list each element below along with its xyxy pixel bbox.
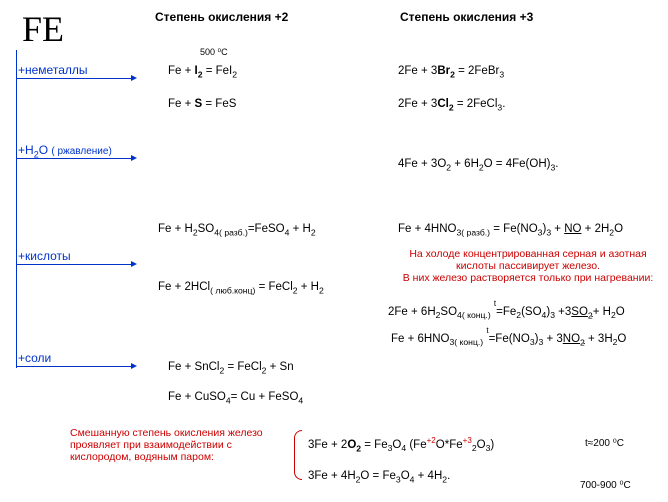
header-ox3: Степень окисления +3 [400, 10, 533, 24]
condition-500c: 500 ⁰С [200, 47, 228, 58]
note-line3: В них железо растворяется только при наг… [398, 272, 658, 284]
cat-label: +неметаллы [18, 63, 88, 77]
eq-fecl3: 2Fe + 3Cl2 = 2FeCl3. [398, 98, 505, 112]
note-passivation: На холоде концентрированная серная и азо… [398, 248, 658, 284]
cat-sub: ( ржавление) [51, 146, 111, 157]
note-line2: кислоты пассивирует железо. [398, 260, 658, 272]
eq-feno3-conc: Fe + 6HNO3( конц.) t=Fe(NO3)3 + 3NO2 + 3… [391, 330, 626, 347]
header-ox2: Степень окисления +2 [155, 10, 288, 24]
eq-feoh3: 4Fe + 3O2 + 6H2O = 4Fe(OH)3. [398, 158, 558, 172]
note2-line3: кислородом, водяным паром: [70, 451, 263, 463]
eq-feno3-dil: Fe + 4HNO3( разб.) = Fe(NO3)3 + NO + 2H2… [398, 223, 623, 237]
eq-fe2so4-conc: 2Fe + 6H2SO4( конц.) t=Fe2(SO4)3 +3SO2+ … [388, 303, 625, 320]
category-water: +H2O ( ржавление) [18, 143, 112, 159]
eq-feso4: Fe + H2SO4( разб.)=FeSO4 + H2 [158, 223, 316, 237]
cat-label: +кислоты [18, 249, 71, 263]
temp-700-900c: 700-900 ⁰С [580, 480, 631, 491]
eq-febr3: 2Fe + 3Br2 = 2FeBr3 [398, 65, 504, 79]
eq-fecl2: Fe + 2HCl( люб.конц) = FeCl2 + H2 [158, 281, 324, 295]
arrow-nonmetals [16, 78, 132, 79]
note2-line2: проявляет при взаимодействии с [70, 439, 263, 451]
eq-fei2: Fe + I2 = FeI2 [168, 65, 237, 79]
curly-bracket [294, 430, 302, 480]
temp-200c: t≈200 ⁰С [585, 438, 624, 449]
eq-sncl2: Fe + SnCl2 = FeCl2 + Sn [168, 361, 294, 375]
eq-fe3o4-o2: 3Fe + 2O2 = Fe3O4 (Fe+2O*Fe+32O3) [308, 436, 494, 453]
eq-cuso4: Fe + CuSO4= Cu + FeSO4 [168, 391, 303, 405]
arrow-salts [16, 366, 132, 367]
eq-fes: Fe + S = FeS [168, 98, 236, 110]
note-mixed-oxidation: Смешанную степень окисления железо прояв… [70, 427, 263, 463]
cat-label: +соли [18, 351, 51, 365]
arrow-vertical [16, 50, 17, 368]
category-nonmetals: +неметаллы [18, 63, 88, 77]
note-line1: На холоде концентрированная серная и азо… [398, 248, 658, 260]
note2-line1: Смешанную степень окисления железо [70, 427, 263, 439]
eq-fe3o4-h2o: 3Fe + 4H2O = Fe3O4 + 4H2. [308, 470, 450, 484]
element-title: FE [22, 8, 64, 50]
category-salts: +соли [18, 351, 51, 365]
arrow-acids [16, 264, 132, 265]
category-acids: +кислоты [18, 249, 71, 263]
